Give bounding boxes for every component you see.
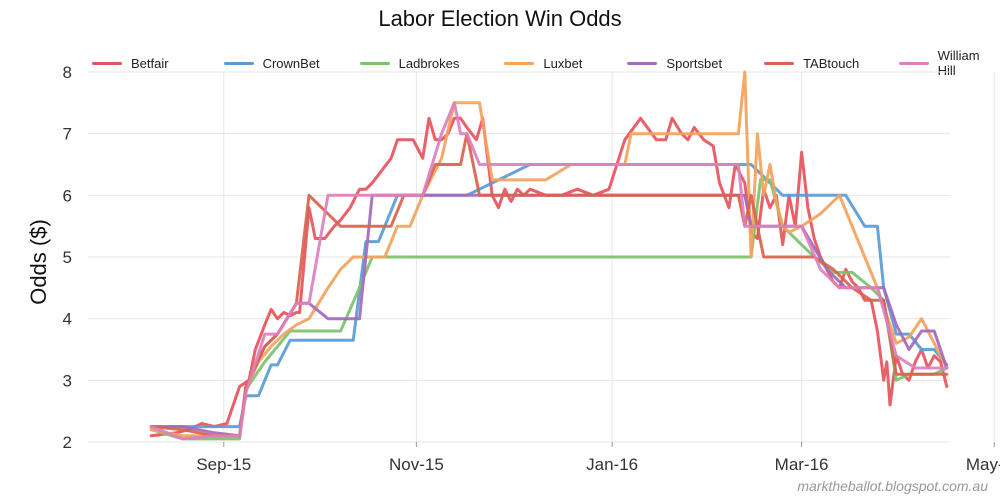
series-line-william-hill [149,101,949,441]
x-tick-label: Jan-16 [586,455,638,474]
series-line-betfair [149,116,949,438]
legend-label: CrownBet [262,55,320,71]
legend-item-betfair: Betfair [92,56,169,71]
legend-item-crownbet: CrownBet [223,55,320,71]
series-lines [149,70,949,441]
legend-item-william-hill: William Hill [899,48,1000,78]
legend-label: Ladbrokes [398,55,460,71]
series-line-luxbet [149,70,949,438]
chart-legend: Betfair CrownBet Ladbrokes Luxbet Sportsbet T… [92,48,1000,78]
chart-title: Labor Election Win Odds [378,6,622,31]
x-tick-label: May-16 [966,455,1000,474]
y-tick-label: 2 [63,433,72,452]
legend-swatch [92,61,122,65]
y-tick-label: 4 [63,310,72,329]
series-line-crownbet [149,163,949,429]
legend-swatch [504,61,535,65]
x-tick-label: Nov-15 [389,455,444,474]
legend-label: William Hill [937,48,980,78]
y-tick-label: 8 [63,63,72,82]
x-axis-ticks: Sep-15 Nov-15 Jan-16 Mar-16 May-16 [196,442,1000,474]
legend-swatch [223,61,254,65]
x-tick-label: Sep-15 [196,455,251,474]
legend-item-luxbet: Luxbet [504,56,582,71]
legend-swatch [764,61,795,65]
legend-swatch [899,61,929,65]
legend-item-sportsbet: Sportsbet [627,56,722,71]
source-caption: marktheballot.blogspot.com.au [797,478,988,494]
y-tick-label: 7 [63,125,72,144]
legend-swatch [359,61,390,65]
legend-label: Sportsbet [666,55,723,71]
series-line-sportsbet [149,193,949,438]
y-axis-ticks: 2 3 4 5 6 7 8 [63,63,72,452]
y-tick-label: 5 [63,248,72,267]
legend-label: Luxbet [543,55,583,71]
y-axis-label: Odds ($) [26,219,51,305]
x-tick-label: Mar-16 [775,455,829,474]
y-tick-label: 3 [63,371,72,390]
y-tick-label: 6 [63,186,72,205]
legend-label: TABtouch [803,55,860,71]
series-line-ladbrokes [149,178,949,441]
legend-item-ladbrokes: Ladbrokes [359,55,460,71]
legend-item-tabtouch: TABtouch [764,56,859,71]
legend-swatch [627,61,658,65]
legend-label: Betfair [131,55,169,71]
